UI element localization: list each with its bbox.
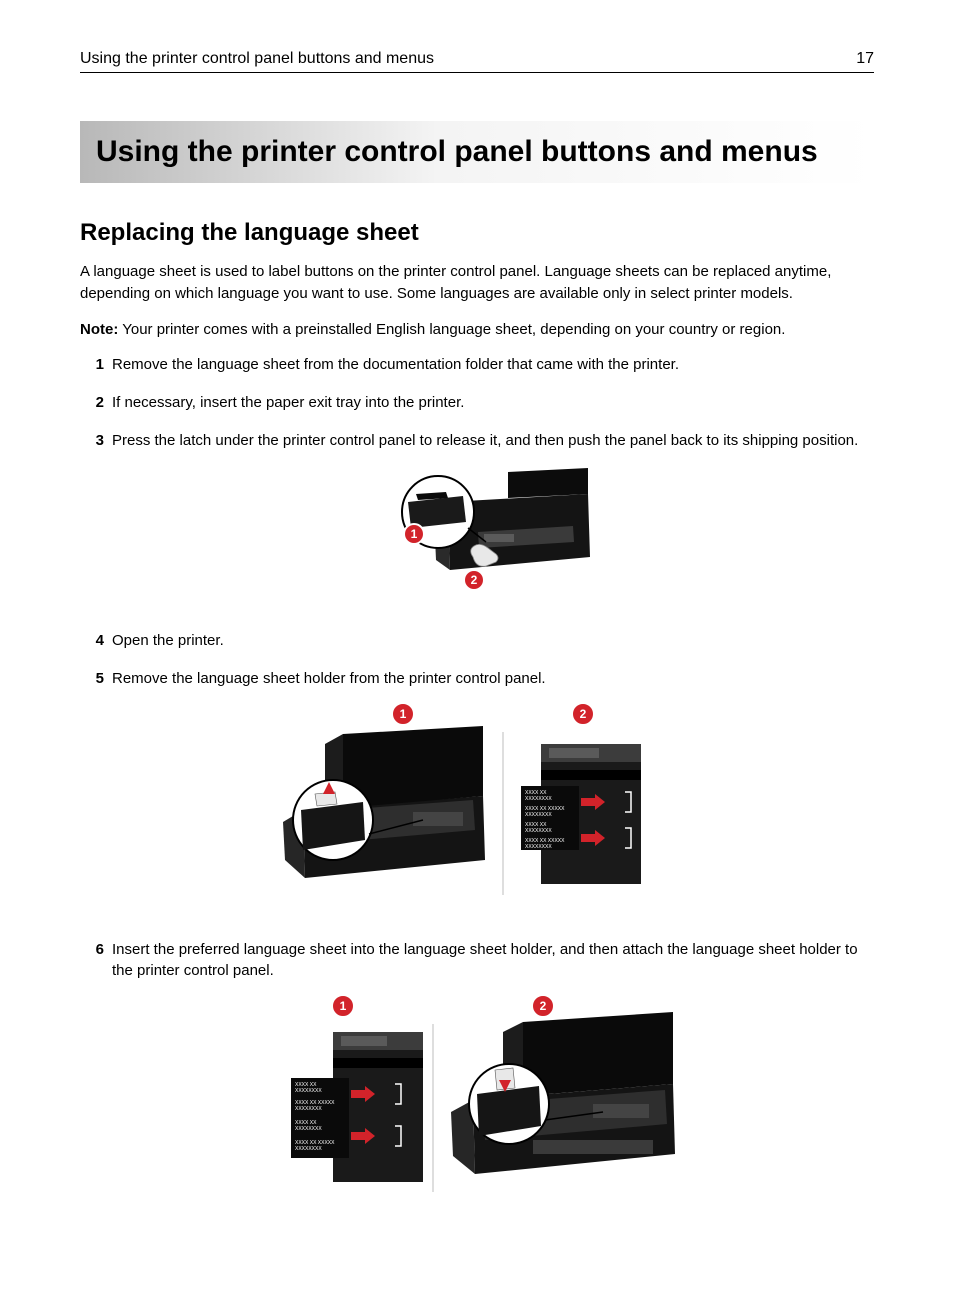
- step-number: 4: [84, 630, 104, 652]
- figure-step5: 1 2: [112, 700, 874, 917]
- control-panel-closeup-icon: XXXX XX XXXXXXXX XXXX XX XXXXX XXXXXXXX …: [521, 744, 641, 884]
- step-number: 1: [84, 354, 104, 376]
- note-label: Note:: [80, 321, 118, 338]
- sheet-label: XXXXXXXX: [295, 1088, 322, 1094]
- note-text: Your printer comes with a preinstalled E…: [118, 321, 785, 338]
- sheet-label: XXXXXXXX: [525, 812, 552, 818]
- step-text: If necessary, insert the paper exit tray…: [112, 394, 464, 411]
- printer-latch-illustration: 1 2: [378, 462, 608, 602]
- sheet-label: XXXXXXXX: [295, 1146, 322, 1152]
- figure-step3: 1 2: [112, 462, 874, 609]
- step-1: 1 Remove the language sheet from the doc…: [106, 354, 874, 376]
- step-text: Open the printer.: [112, 632, 224, 649]
- control-panel-insert-icon: XXXX XX XXXXXXXX XXXX XX XXXXX XXXXXXXX …: [291, 1032, 423, 1182]
- callout-number: 2: [580, 707, 587, 721]
- callout-number: 1: [340, 999, 347, 1013]
- page-number: 17: [856, 50, 874, 68]
- insert-sheet-illustration: 1 2 XXXX XX XXXXXXXX: [273, 992, 713, 1212]
- steps-list: 1 Remove the language sheet from the doc…: [80, 354, 874, 1219]
- chapter-title: Using the printer control panel buttons …: [80, 121, 874, 183]
- printer-open-insert-icon: [451, 1012, 675, 1174]
- section-title: Replacing the language sheet: [80, 219, 874, 247]
- figure-step6: 1 2 XXXX XX XXXXXXXX: [112, 992, 874, 1219]
- running-title: Using the printer control panel buttons …: [80, 50, 434, 68]
- callout-number: 1: [400, 707, 407, 721]
- step-number: 6: [84, 939, 104, 961]
- sheet-label: XXXXXXXX: [525, 796, 552, 802]
- callout-number: 1: [411, 527, 418, 541]
- callout-number: 2: [471, 573, 478, 587]
- printer-open-icon: [283, 726, 485, 878]
- step-2: 2 If necessary, insert the paper exit tr…: [106, 392, 874, 414]
- sheet-label: XXXXXXXX: [295, 1126, 322, 1132]
- step-text: Remove the language sheet holder from th…: [112, 670, 546, 687]
- step-text: Press the latch under the printer contro…: [112, 432, 858, 449]
- note-paragraph: Note: Your printer comes with a preinsta…: [80, 319, 874, 341]
- running-header: Using the printer control panel buttons …: [80, 50, 874, 73]
- step-number: 5: [84, 668, 104, 690]
- step-number: 2: [84, 392, 104, 414]
- callout-number: 2: [540, 999, 547, 1013]
- intro-paragraph: A language sheet is used to label button…: [80, 261, 874, 305]
- step-text: Insert the preferred language sheet into…: [112, 941, 858, 980]
- step-5: 5 Remove the language sheet holder from …: [106, 668, 874, 917]
- remove-sheet-illustration: 1 2: [273, 700, 713, 910]
- sheet-label: XXXXXXXX: [525, 844, 552, 850]
- step-3: 3 Press the latch under the printer cont…: [106, 430, 874, 609]
- sheet-label: XXXXXXXX: [525, 828, 552, 834]
- document-page: Using the printer control panel buttons …: [0, 0, 954, 1301]
- step-number: 3: [84, 430, 104, 452]
- step-6: 6 Insert the preferred language sheet in…: [106, 939, 874, 1219]
- sheet-label: XXXXXXXX: [295, 1106, 322, 1112]
- step-text: Remove the language sheet from the docum…: [112, 356, 679, 373]
- step-4: 4 Open the printer.: [106, 630, 874, 652]
